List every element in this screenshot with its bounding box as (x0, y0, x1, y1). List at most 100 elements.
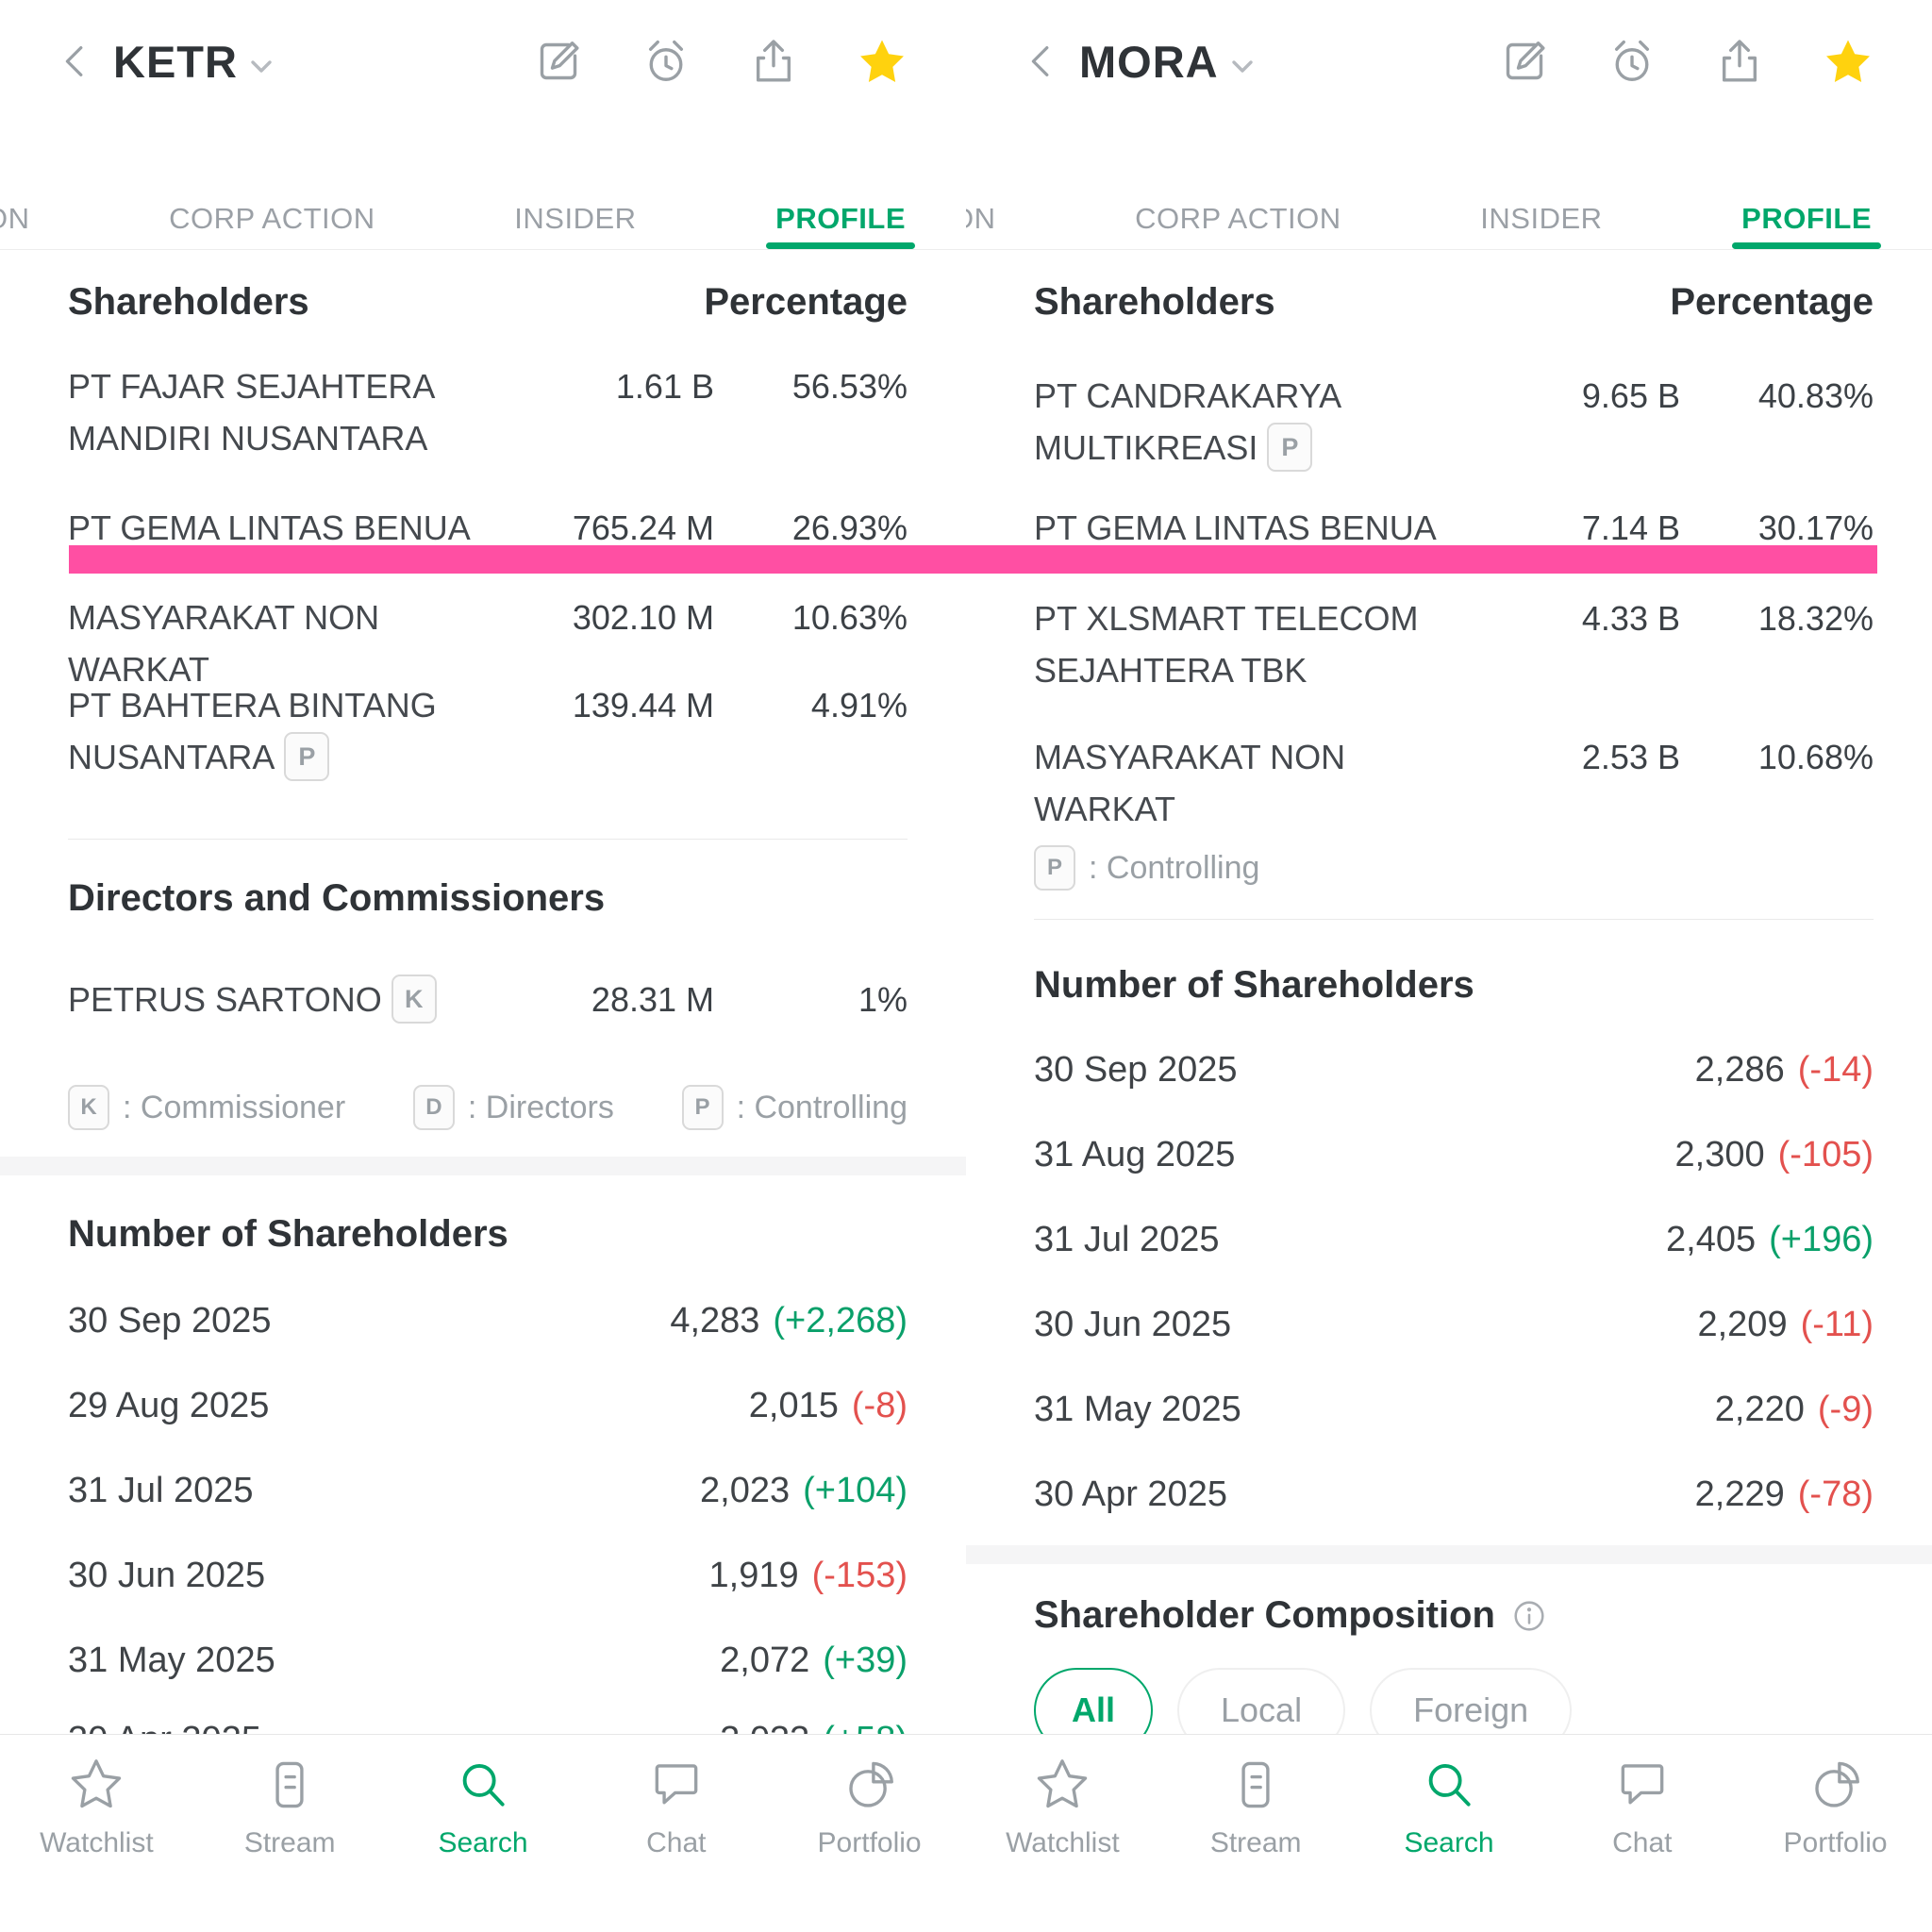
nav-chat[interactable]: Chat (1553, 1756, 1732, 1859)
tab-profile[interactable]: PROFILE (766, 189, 915, 249)
nav-stream[interactable]: Stream (200, 1756, 379, 1859)
chevron-down-icon[interactable] (249, 58, 274, 75)
nav-search[interactable]: Search (393, 1756, 573, 1859)
tab-insider[interactable]: INSIDER (514, 202, 637, 235)
favorite-star-icon[interactable] (855, 35, 908, 88)
pink-highlight-marker (69, 545, 1877, 574)
tab-corp-action[interactable]: CORP ACTION (169, 202, 375, 235)
tab-clipped[interactable]: ON (966, 202, 996, 235)
nav-watchlist[interactable]: Watchlist (973, 1756, 1152, 1859)
shareholder-row: PT XLSMART TELECOM SEJAHTERA TBK 4.33 B … (1034, 592, 1874, 696)
tab-bar: ON CORP ACTION INSIDER PROFILE (0, 189, 966, 250)
share-percentage: 10.63% (791, 598, 908, 637)
count-change: (+39) (823, 1641, 908, 1680)
nav-chat[interactable]: Chat (587, 1756, 766, 1859)
shareholder-count-row: 30 Apr 2025 2,229 (-78) (1034, 1474, 1874, 1515)
ticker-symbol[interactable]: KETR (113, 36, 238, 87)
count-value: 2,209 (1697, 1305, 1788, 1344)
nav-label: Portfolio (1783, 1827, 1888, 1858)
alarm-icon[interactable] (640, 35, 692, 88)
tab-insider[interactable]: INSIDER (1480, 202, 1603, 235)
chat-bubble-icon (1613, 1756, 1672, 1814)
shareholder-row: MASYARAKAT NON WARKAT 302.10 M 10.63% (68, 591, 908, 695)
bottom-nav: Watchlist Stream Search Chat Portfolio (966, 1734, 1932, 1932)
num-shareholders-title: Number of Shareholders (68, 1213, 508, 1255)
nav-stream[interactable]: Stream (1166, 1756, 1345, 1859)
shareholder-row: MASYARAKAT NON WARKAT 2.53 B 10.68% (1034, 731, 1874, 835)
share-percentage: 26.93% (791, 508, 908, 547)
shareholder-count-row: 31 May 2025 2,220 (-9) (1034, 1389, 1874, 1430)
count-change: (-78) (1797, 1474, 1874, 1514)
share-amount: 4.33 B (1581, 599, 1680, 638)
nav-label: Search (1404, 1827, 1494, 1858)
share-icon[interactable] (1713, 35, 1766, 88)
share-icon[interactable] (747, 35, 800, 88)
percentage-title: Percentage (704, 281, 908, 323)
share-amount: 765.24 M (572, 508, 714, 547)
count-date: 30 Sep 2025 (1034, 1050, 1238, 1090)
chevron-down-icon[interactable] (1230, 58, 1255, 75)
shareholder-row: PT FAJAR SEJAHTERA MANDIRI NUSANTARA 1.6… (68, 360, 908, 464)
directors-title: Directors and Commissioners (68, 877, 606, 919)
section-divider (68, 839, 908, 840)
shareholder-row-highlighted: PT GEMA LINTAS BENUA 765.24 M 26.93% (68, 502, 908, 554)
nav-label: Portfolio (817, 1827, 922, 1858)
bottom-nav: Watchlist Stream Search Chat Portfolio (0, 1734, 966, 1932)
alarm-icon[interactable] (1606, 35, 1658, 88)
nav-label: Watchlist (1006, 1827, 1120, 1858)
favorite-star-icon[interactable] (1821, 35, 1874, 88)
shareholder-name: MASYARAKAT NON WARKAT (68, 598, 380, 689)
nav-portfolio[interactable]: Portfolio (1746, 1756, 1925, 1859)
p-badge: P (681, 1085, 724, 1130)
count-date: 31 May 2025 (1034, 1390, 1241, 1429)
count-value: 2,015 (748, 1386, 839, 1425)
watchlist-star-icon (1033, 1756, 1091, 1814)
count-date: 30 Jun 2025 (68, 1556, 266, 1595)
count-value: 2,023 (700, 1471, 791, 1510)
share-percentage: 4.91% (810, 686, 908, 724)
nav-label: Stream (243, 1827, 336, 1858)
nav-search[interactable]: Search (1359, 1756, 1539, 1859)
badge-legend: P: Controlling (1034, 845, 1874, 891)
count-date: 30 Apr 2025 (1034, 1474, 1227, 1514)
back-chevron-icon[interactable] (55, 40, 98, 83)
shareholder-name: PT GEMA LINTAS BENUA (1034, 508, 1437, 547)
shareholders-header: Shareholders Percentage (68, 281, 908, 324)
composition-header: Shareholder Composition (1034, 1594, 1874, 1637)
app-header: MORA (1031, 28, 1874, 94)
tab-profile[interactable]: PROFILE (1732, 189, 1881, 249)
nav-label: Chat (1612, 1827, 1673, 1858)
share-amount: 302.10 M (572, 598, 714, 637)
nav-portfolio[interactable]: Portfolio (780, 1756, 959, 1859)
count-value: 2,405 (1666, 1220, 1757, 1259)
legend-label: : Directors (467, 1089, 614, 1125)
nav-watchlist[interactable]: Watchlist (7, 1756, 186, 1859)
k-badge: K (68, 1085, 109, 1130)
shareholder-count-row: 29 Aug 2025 2,015 (-8) (68, 1385, 908, 1426)
edit-icon[interactable] (1498, 35, 1551, 88)
edit-icon[interactable] (532, 35, 585, 88)
share-amount: 139.44 M (572, 686, 714, 724)
count-value: 2,286 (1694, 1050, 1785, 1090)
count-date: 30 Jun 2025 (1034, 1305, 1232, 1344)
stream-icon (1226, 1756, 1285, 1814)
shareholders-title: Shareholders (68, 281, 309, 323)
count-value: 2,072 (720, 1641, 810, 1680)
back-chevron-icon[interactable] (1021, 40, 1064, 83)
info-icon[interactable] (1512, 1599, 1546, 1633)
count-date: 31 Jul 2025 (1034, 1220, 1220, 1259)
shareholder-name: PT GEMA LINTAS BENUA (68, 508, 471, 547)
tab-clipped[interactable]: ON (0, 202, 30, 235)
stock-panel-mora: MORA ON CORP ACTION INSIDER PROFILE Shar… (966, 0, 1932, 1932)
share-percentage: 10.68% (1757, 738, 1874, 776)
count-change: (+196) (1769, 1220, 1874, 1259)
d-badge: D (412, 1085, 455, 1130)
share-amount: 1.61 B (615, 367, 714, 406)
ticker-symbol[interactable]: MORA (1079, 36, 1219, 87)
commissioner-badge: K (391, 974, 437, 1024)
share-amount: 7.14 B (1581, 508, 1680, 547)
composition-title: Shareholder Composition (1034, 1594, 1495, 1636)
tab-corp-action[interactable]: CORP ACTION (1135, 202, 1341, 235)
shareholder-count-row: 30 Sep 2025 2,286 (-14) (1034, 1049, 1874, 1091)
controlling-badge: P (1267, 423, 1313, 473)
